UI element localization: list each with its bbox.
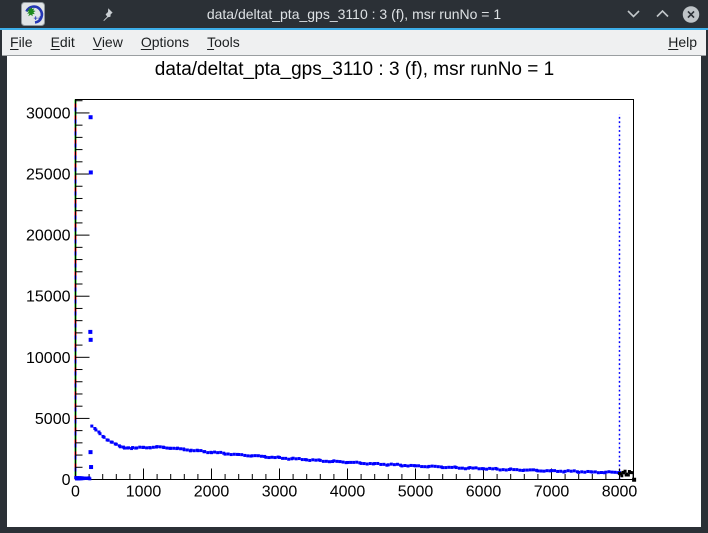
svg-text:2000: 2000 bbox=[194, 484, 230, 501]
series-last-bin bbox=[632, 477, 637, 482]
axis-ticks bbox=[75, 100, 634, 480]
menu-tools[interactable]: Tools bbox=[207, 34, 240, 50]
minimize-button[interactable] bbox=[624, 5, 642, 23]
root-canvas[interactable]: data/deltat_pta_gps_3110 : 3 (f), msr ru… bbox=[7, 56, 701, 527]
svg-text:20000: 20000 bbox=[26, 228, 71, 245]
plot-title: data/deltat_pta_gps_3110 : 3 (f), msr ru… bbox=[154, 59, 555, 80]
window-controls bbox=[624, 0, 700, 28]
chevron-up-icon bbox=[655, 10, 669, 18]
close-icon bbox=[682, 5, 700, 23]
series-overflow-tail bbox=[618, 469, 634, 478]
svg-text:5000: 5000 bbox=[398, 484, 434, 501]
root-app-icon[interactable]: ++ bbox=[21, 2, 45, 26]
menu-edit[interactable]: Edit bbox=[50, 34, 75, 50]
pin-icon[interactable] bbox=[99, 7, 114, 22]
maximize-button[interactable] bbox=[653, 5, 671, 23]
plot-svg: 0 1000 2000 3000 4000 5000 6000 7000 8000 0 5000 10… bbox=[26, 99, 637, 501]
axis-labels: 0 1000 2000 3000 4000 5000 6000 7000 8000 0 5000 10… bbox=[26, 105, 637, 500]
series-decay-band bbox=[90, 424, 621, 475]
menu-help[interactable]: Help bbox=[668, 34, 697, 50]
svg-text:5000: 5000 bbox=[35, 411, 71, 428]
svg-text:10000: 10000 bbox=[26, 350, 71, 367]
menu-file[interactable]: File bbox=[10, 34, 33, 50]
titlebar[interactable]: ++ data/deltat_pta_gps_3110 : 3 (f), msr… bbox=[0, 0, 708, 28]
svg-text:3000: 3000 bbox=[262, 484, 298, 501]
menu-options[interactable]: Options bbox=[140, 34, 190, 50]
svg-text:7000: 7000 bbox=[534, 484, 570, 501]
svg-text:15000: 15000 bbox=[26, 289, 71, 306]
series-prompt-peak bbox=[88, 115, 94, 470]
menubar: File Edit View Options Tools Help bbox=[2, 30, 706, 56]
close-button[interactable] bbox=[682, 5, 700, 23]
svg-text:4000: 4000 bbox=[330, 484, 366, 501]
svg-text:25000: 25000 bbox=[26, 167, 71, 184]
svg-text:0: 0 bbox=[62, 472, 71, 489]
svg-text:1000: 1000 bbox=[126, 484, 162, 501]
svg-text:6000: 6000 bbox=[466, 484, 502, 501]
chevron-down-icon bbox=[626, 10, 640, 18]
plot-frame bbox=[75, 99, 634, 480]
svg-text:++: ++ bbox=[34, 14, 43, 23]
svg-text:30000: 30000 bbox=[26, 105, 71, 122]
svg-text:0: 0 bbox=[71, 484, 80, 501]
menu-view[interactable]: View bbox=[92, 34, 123, 50]
series-pre-t0-background bbox=[74, 476, 92, 481]
svg-text:8000: 8000 bbox=[602, 484, 638, 501]
canvas-frame: data/deltat_pta_gps_3110 : 3 (f), msr ru… bbox=[0, 56, 708, 533]
titlebar-accent-line bbox=[0, 28, 708, 30]
window-title: data/deltat_pta_gps_3110 : 3 (f), msr ru… bbox=[206, 6, 502, 22]
